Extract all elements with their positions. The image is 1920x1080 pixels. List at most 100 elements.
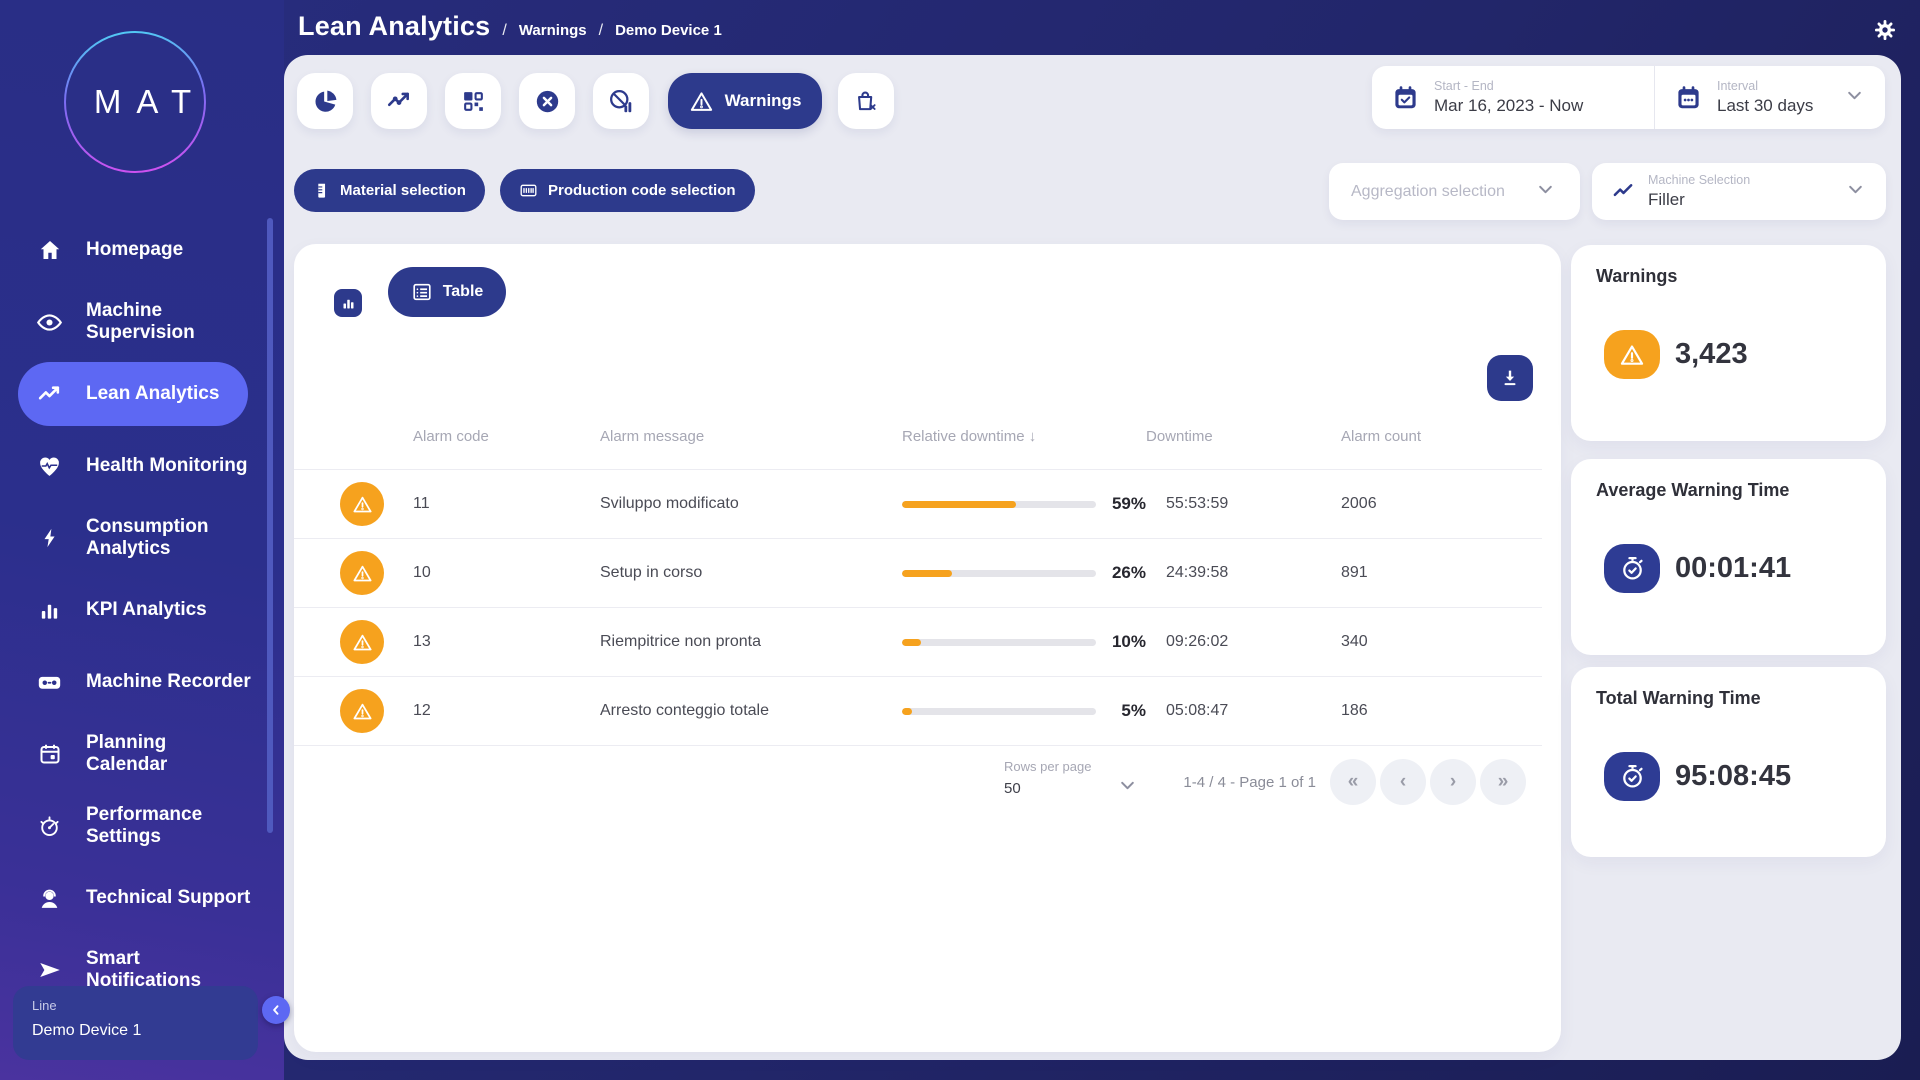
warning-triangle-icon: [690, 91, 712, 111]
view-production-grid-button[interactable]: [445, 73, 501, 129]
column-relative-downtime[interactable]: Relative downtime ↓: [902, 428, 1037, 445]
daterange-card: Start - End Mar 16, 2023 - Now Interval …: [1372, 66, 1885, 129]
sidebar-scrollbar[interactable]: [267, 218, 273, 833]
warning-badge-icon: [340, 482, 384, 526]
sidebar-item-planning-calendar[interactable]: Planning Calendar: [0, 718, 284, 790]
view-warnings-button[interactable]: Warnings: [668, 73, 822, 129]
daterange-picker[interactable]: Start - End Mar 16, 2023 - Now: [1372, 66, 1655, 129]
machine-selection-label: Machine Selection: [1648, 173, 1751, 187]
support-icon: [36, 885, 63, 912]
alarm-code: 11: [413, 495, 430, 512]
home-icon: [36, 237, 63, 264]
sidebar-item-kpi-analytics[interactable]: KPI Analytics: [0, 574, 284, 646]
bar-chart-icon: [343, 299, 353, 308]
sidebar-nav: Homepage Machine Supervision Lean Analyt…: [0, 214, 284, 1006]
bag-x-icon: [858, 91, 876, 111]
table-row: 13 Riempitrice non pronta 10% 09:26:02 3…: [294, 608, 1542, 677]
interval-select[interactable]: Interval Last 30 days: [1655, 66, 1885, 129]
alarm-count: 891: [1341, 564, 1368, 581]
chart-view-toggle-button[interactable]: [334, 289, 362, 317]
next-page-button[interactable]: ›: [1430, 759, 1476, 805]
aggregation-placeholder: Aggregation selection: [1351, 182, 1505, 200]
breadcrumb-device[interactable]: Demo Device 1: [615, 22, 722, 39]
material-selection-label: Material selection: [340, 182, 466, 199]
view-stops-button[interactable]: [519, 73, 575, 129]
page-range-text: 1-4 / 4 - Page 1 of 1: [1183, 774, 1316, 791]
interval-value: Last 30 days: [1717, 96, 1814, 115]
breadcrumb-warnings[interactable]: Warnings: [518, 22, 587, 39]
last-page-button[interactable]: »: [1480, 759, 1526, 805]
chevron-down-icon: [1847, 181, 1864, 203]
first-page-button[interactable]: «: [1330, 759, 1376, 805]
stopwatch-icon: [1604, 544, 1660, 593]
downtime-percent: 10%: [1111, 632, 1146, 651]
pagination-buttons: « ‹ › »: [1330, 759, 1526, 805]
brand-logo-text: MAT: [93, 83, 207, 120]
alarm-count: 186: [1341, 702, 1368, 719]
kpi-title: Total Warning Time: [1596, 688, 1761, 708]
column-alarm-count[interactable]: Alarm count: [1341, 428, 1422, 445]
breadcrumb: Lean Analytics / Warnings / Demo Device …: [298, 11, 722, 42]
chevron-down-icon: [1846, 87, 1863, 109]
warnings-kpi-card: Warnings 3,423: [1571, 245, 1886, 441]
warning-badge-icon: [340, 551, 384, 595]
sidebar-collapse-button[interactable]: [262, 996, 290, 1024]
chevron-left-icon: [273, 1005, 279, 1015]
table-row: 10 Setup in corso 26% 24:39:58 891: [294, 539, 1542, 608]
sidebar-item-technical-support[interactable]: Technical Support: [0, 862, 284, 934]
sidebar-item-machine-supervision[interactable]: Machine Supervision: [0, 286, 284, 358]
warning-badge-icon: [340, 620, 384, 664]
view-pie-chart-button[interactable]: [297, 73, 353, 129]
production-code-selection-button[interactable]: Production code selection: [500, 169, 755, 212]
downtime-percent: 26%: [1111, 563, 1146, 582]
machine-select[interactable]: Machine Selection Filler: [1592, 163, 1886, 220]
download-icon: [1504, 370, 1516, 386]
downtime-bar: [902, 707, 1096, 715]
settings-button[interactable]: [1871, 16, 1899, 44]
calendar-icon: [36, 741, 63, 768]
column-alarm-message[interactable]: Alarm message: [600, 428, 705, 445]
sidebar-item-homepage[interactable]: Homepage: [0, 214, 284, 286]
column-downtime[interactable]: Downtime: [1146, 428, 1213, 445]
alarm-message: Setup in corso: [600, 564, 703, 581]
trend-icon: [36, 381, 63, 408]
sidebar-item-consumption-analytics[interactable]: Consumption Analytics: [0, 502, 284, 574]
alarm-code: 10: [413, 564, 431, 581]
column-alarm-code[interactable]: Alarm code: [413, 428, 489, 445]
table-view-button[interactable]: Table: [388, 267, 506, 317]
view-lost-production-button[interactable]: [838, 73, 894, 129]
rows-per-page-select[interactable]: Rows per page 50: [1004, 759, 1091, 797]
aggregation-select[interactable]: Aggregation selection: [1329, 163, 1580, 220]
warnings-table: Alarm code Alarm message Relative downti…: [294, 404, 1542, 746]
downtime-value: 55:53:59: [1166, 495, 1229, 512]
device-selector[interactable]: Line Demo Device 1: [13, 986, 258, 1060]
material-selection-button[interactable]: Material selection: [294, 169, 485, 212]
machine-selection-value: Filler: [1648, 190, 1685, 209]
chevron-down-icon[interactable]: [1119, 777, 1136, 799]
previous-page-button[interactable]: ‹: [1380, 759, 1426, 805]
trend-line-icon: [387, 92, 409, 107]
breadcrumb-separator: /: [502, 22, 507, 39]
table-header-row: Alarm code Alarm message Relative downti…: [294, 404, 1542, 470]
send-icon: [36, 957, 63, 984]
start-end-value: Mar 16, 2023 - Now: [1434, 96, 1584, 115]
pie-chart-icon: [315, 90, 336, 112]
warning-triangle-icon: [1604, 330, 1660, 379]
sidebar-item-lean-analytics[interactable]: Lean Analytics: [18, 362, 248, 426]
qr-grid-icon: [463, 91, 483, 111]
device-line-label: Line: [32, 998, 57, 1013]
download-button[interactable]: [1487, 355, 1533, 401]
sidebar-item-performance-settings[interactable]: Performance Settings: [0, 790, 284, 862]
downtime-value: 09:26:02: [1166, 633, 1229, 650]
kpi-value: 3,423: [1675, 338, 1748, 370]
gear-icon: [1875, 20, 1895, 40]
sidebar-item-smart-notifications[interactable]: Smart Notifications: [0, 934, 284, 1006]
content-area: Warnings Start - End Mar 16, 2023 - Now …: [284, 55, 1901, 1060]
kpi-title: Average Warning Time: [1596, 480, 1790, 500]
sidebar-item-machine-recorder[interactable]: Machine Recorder: [0, 646, 284, 718]
kpi-title: Warnings: [1596, 266, 1678, 286]
view-trend-button[interactable]: [371, 73, 427, 129]
sidebar-item-health-monitoring[interactable]: Health Monitoring: [0, 430, 284, 502]
total-warning-time-card: Total Warning Time 95:08:45: [1571, 667, 1886, 857]
view-no-production-button[interactable]: [593, 73, 649, 129]
